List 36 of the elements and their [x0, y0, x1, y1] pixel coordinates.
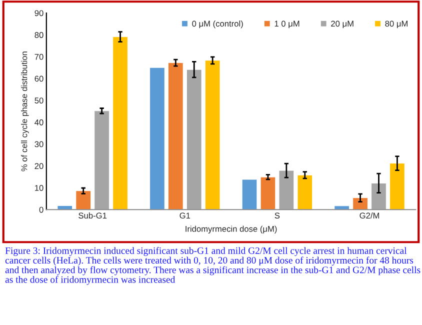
x-tick-label: Sub-G1 [78, 212, 107, 219]
y-tick-label: 60 [34, 76, 44, 82]
y-tick-label: 70 [34, 54, 44, 60]
bar [94, 110, 110, 210]
bar [260, 176, 276, 210]
bar [76, 190, 91, 210]
x-tick-label: G2/M [360, 212, 380, 219]
bar [112, 36, 128, 210]
x-tick-label: S [274, 212, 280, 219]
x-tick-label: G1 [180, 212, 190, 219]
bar [242, 179, 258, 210]
bar [334, 206, 350, 210]
bar [204, 60, 220, 210]
y-tick-label: 20 [34, 163, 44, 170]
bar [390, 163, 405, 210]
y-tick-label: 90 [34, 10, 44, 16]
legend-label: 80 μM [385, 20, 408, 28]
y-tick-label: 10 [35, 184, 44, 191]
bar [150, 67, 165, 210]
bar [186, 69, 202, 210]
legend-label: 1 0 μM [274, 20, 300, 28]
bar [371, 182, 386, 210]
bar [168, 62, 184, 210]
y-tick-label: 0 [39, 206, 44, 213]
y-tick-label: 80 [34, 32, 44, 38]
x-axis-title: Iridomyrmecin dose (μM) [186, 226, 277, 234]
bar [278, 170, 294, 210]
caption: Figure 3: Iridomyrmecin induced significant sub-G1 and mild G2/M cell cycle arrest in human cervical cancer cells (HeLa). The cells were treated with 0, 10, 20 and 80 μM dose of iridomyrmecin for 48 hours and then analyzed by flow cytometry. There was a significant increase in the sub-G1 and G2/M phase cells as the dose of iridomyrmecin was increased [5, 247, 420, 285]
legend-label: 20 μM [331, 20, 354, 28]
y-tick-label: 30 [34, 141, 44, 148]
y-tick-label: 40 [34, 119, 44, 126]
legend-label: 0 μM (control) [192, 20, 243, 28]
bar [352, 198, 368, 210]
y-tick-label: 50 [34, 98, 44, 104]
y-axis-title: % of cell cycle phase distribution [21, 52, 29, 172]
bar [297, 174, 312, 210]
